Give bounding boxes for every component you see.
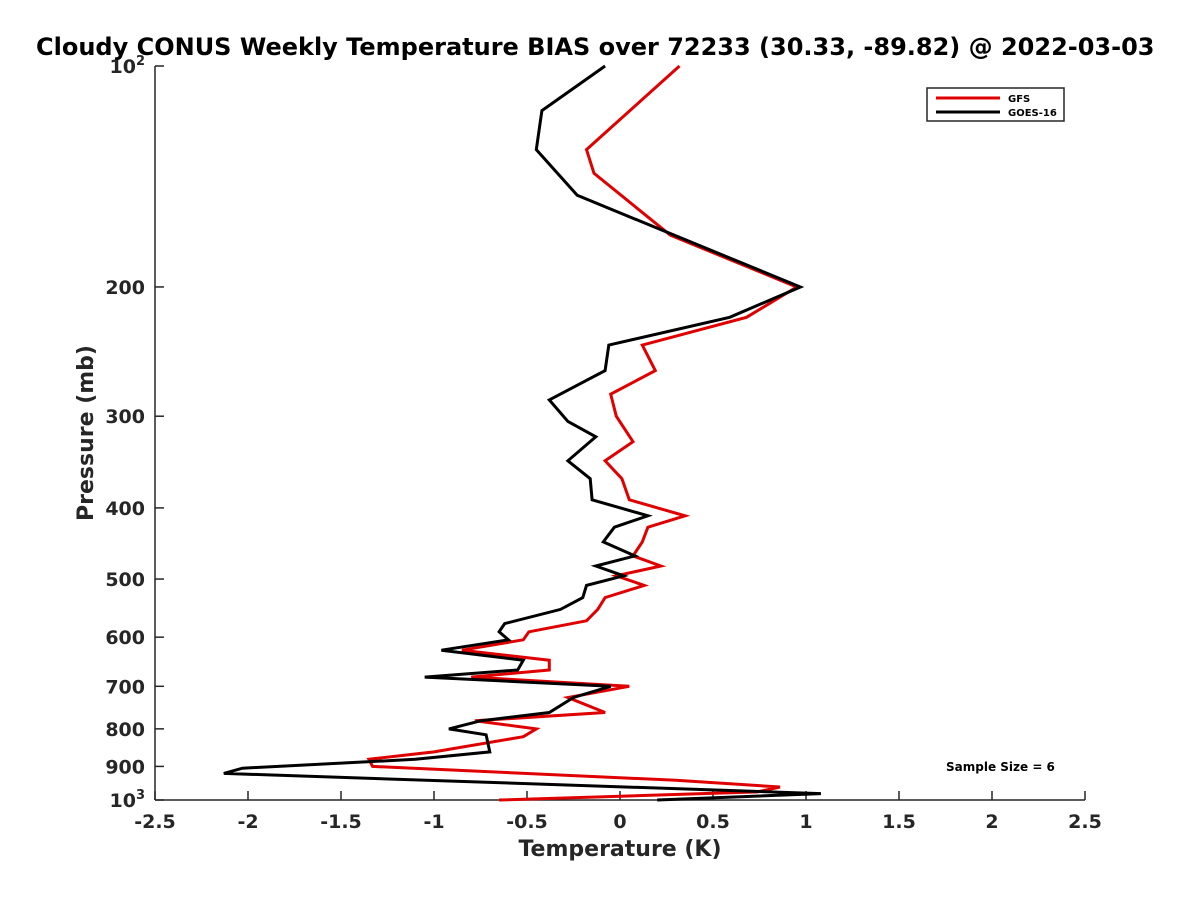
x-tick-label: 0 bbox=[613, 811, 626, 833]
x-tick-label: -1.5 bbox=[320, 811, 362, 833]
y-tick-label: 600 bbox=[105, 627, 145, 649]
x-tick-label: 1 bbox=[799, 811, 812, 833]
y-tick-base: 10 bbox=[110, 790, 136, 812]
legend-label: GOES-16 bbox=[1008, 108, 1057, 119]
series-line-gfs bbox=[366, 64, 801, 802]
y-tick-label: 800 bbox=[105, 719, 145, 741]
y-axis-label: Pressure (mb) bbox=[74, 345, 99, 521]
y-tick-label: 700 bbox=[105, 676, 145, 698]
y-tick-exponent: 2 bbox=[136, 54, 145, 69]
x-tick-label: 0.5 bbox=[696, 811, 730, 833]
x-tick-label: -1 bbox=[423, 811, 444, 833]
y-tick-label: 300 bbox=[105, 406, 145, 428]
y-tick-label: 900 bbox=[105, 756, 145, 778]
y-tick-label: 400 bbox=[105, 498, 145, 520]
y-tick-label: 103 bbox=[110, 788, 146, 812]
legend: GFS GOES-16 bbox=[926, 87, 1065, 122]
chart-title: Cloudy CONUS Weekly Temperature BIAS ove… bbox=[36, 33, 1154, 61]
x-tick-label: 2.5 bbox=[1068, 811, 1102, 833]
x-tick-label: -2 bbox=[237, 811, 258, 833]
y-tick-base: 10 bbox=[110, 56, 136, 78]
sample-size-annotation: Sample Size = 6 bbox=[946, 760, 1055, 774]
axes bbox=[154, 66, 1085, 801]
x-tick-label: 1.5 bbox=[882, 811, 916, 833]
x-tick-label: 2 bbox=[985, 811, 998, 833]
y-tick-label: 102 bbox=[110, 54, 146, 78]
series-line-goes-16 bbox=[223, 64, 821, 802]
x-tick-label: -0.5 bbox=[506, 811, 548, 833]
x-axis-label: Temperature (K) bbox=[518, 837, 721, 862]
x-ticks: -2.5 -2 -1.5 -1 -0.5 0 0.5 1 1.5 2 2.5 bbox=[134, 791, 1102, 833]
y-tick-exponent: 3 bbox=[136, 788, 145, 803]
series-layer bbox=[223, 64, 821, 802]
y-tick-label: 200 bbox=[105, 277, 145, 299]
y-tick-label: 500 bbox=[105, 569, 145, 591]
x-tick-label: -2.5 bbox=[134, 811, 176, 833]
legend-box bbox=[926, 87, 1065, 122]
legend-label: GFS bbox=[1008, 94, 1030, 105]
